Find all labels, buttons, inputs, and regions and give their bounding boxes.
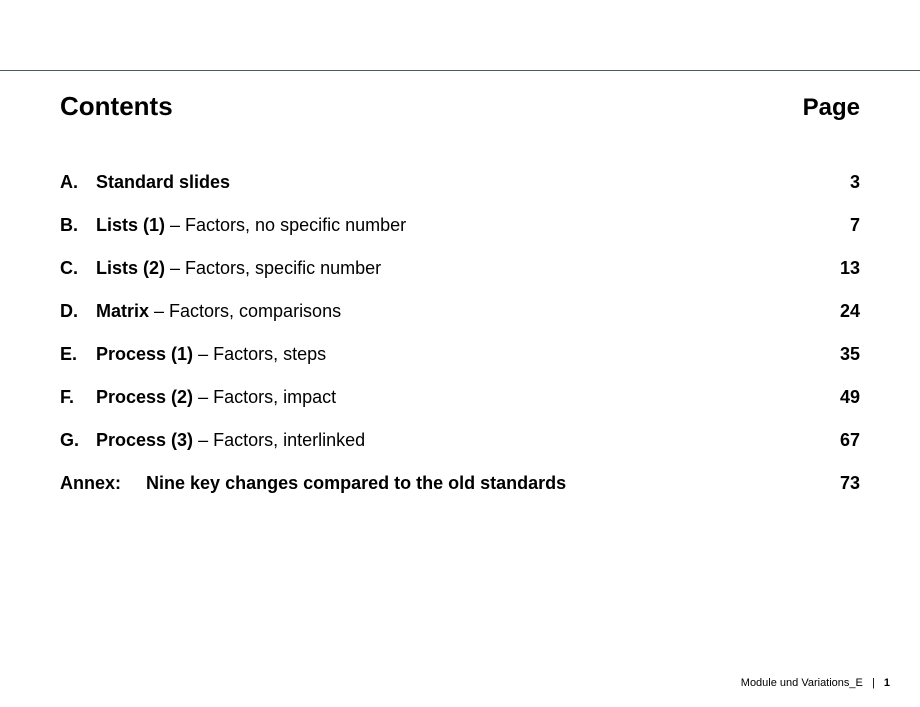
toc-page-number: 35 xyxy=(820,344,860,365)
footer-page-number: 1 xyxy=(884,677,890,689)
toc-row: G. Process (3) – Factors, interlinked 67 xyxy=(60,430,860,451)
toc-letter: D. xyxy=(60,301,96,322)
footer-separator: | xyxy=(872,677,875,689)
toc-subtitle: – Factors, impact xyxy=(193,387,336,407)
annex-row: Annex: Nine key changes compared to the … xyxy=(60,473,860,494)
toc-title: Process (1) xyxy=(96,344,193,364)
toc-subtitle: – Factors, no specific number xyxy=(165,215,406,235)
toc-title-wrap: Standard slides xyxy=(96,172,230,193)
toc-page-number: 67 xyxy=(820,430,860,451)
toc-row-left: C. Lists (2) – Factors, specific number xyxy=(60,258,381,279)
toc-title-wrap: Lists (1) – Factors, no specific number xyxy=(96,215,406,236)
toc-row: C. Lists (2) – Factors, specific number … xyxy=(60,258,860,279)
toc-letter: B. xyxy=(60,215,96,236)
toc-row-left: A. Standard slides xyxy=(60,172,230,193)
toc-row-left: E. Process (1) – Factors, steps xyxy=(60,344,326,365)
footer: Module und Variations_E | 1 xyxy=(741,677,890,689)
toc-title-wrap: Process (3) – Factors, interlinked xyxy=(96,430,365,451)
toc-title: Process (2) xyxy=(96,387,193,407)
toc-page-number: 24 xyxy=(820,301,860,322)
page-container: Contents Page A. Standard slides 3 B. Li… xyxy=(0,70,920,707)
toc-row-left: B. Lists (1) – Factors, no specific numb… xyxy=(60,215,406,236)
toc-page-number: 3 xyxy=(820,172,860,193)
toc-subtitle: – Factors, specific number xyxy=(165,258,381,278)
toc-title-wrap: Process (2) – Factors, impact xyxy=(96,387,336,408)
contents-title: Contents xyxy=(60,91,173,122)
annex-left: Annex: Nine key changes compared to the … xyxy=(60,473,566,494)
toc-title-wrap: Process (1) – Factors, steps xyxy=(96,344,326,365)
toc-title-wrap: Lists (2) – Factors, specific number xyxy=(96,258,381,279)
toc-page-number: 49 xyxy=(820,387,860,408)
toc-title: Process (3) xyxy=(96,430,193,450)
toc-title: Matrix xyxy=(96,301,149,321)
annex-page-number: 73 xyxy=(820,473,860,494)
toc-title: Standard slides xyxy=(96,172,230,192)
toc-letter: E. xyxy=(60,344,96,365)
toc-row: B. Lists (1) – Factors, no specific numb… xyxy=(60,215,860,236)
toc-letter: A. xyxy=(60,172,96,193)
toc-page-number: 13 xyxy=(820,258,860,279)
toc-title: Lists (1) xyxy=(96,215,165,235)
toc-row: E. Process (1) – Factors, steps 35 xyxy=(60,344,860,365)
toc-subtitle: – Factors, steps xyxy=(193,344,326,364)
toc-row: A. Standard slides 3 xyxy=(60,172,860,193)
annex-title: Nine key changes compared to the old sta… xyxy=(146,473,566,493)
toc-row-left: F. Process (2) – Factors, impact xyxy=(60,387,336,408)
footer-doc-name: Module und Variations_E xyxy=(741,677,863,689)
content-area: Contents Page A. Standard slides 3 B. Li… xyxy=(0,71,920,494)
toc-letter: F. xyxy=(60,387,96,408)
toc-subtitle: – Factors, comparisons xyxy=(149,301,341,321)
toc-row: F. Process (2) – Factors, impact 49 xyxy=(60,387,860,408)
toc-row-left: G. Process (3) – Factors, interlinked xyxy=(60,430,365,451)
toc-row: D. Matrix – Factors, comparisons 24 xyxy=(60,301,860,322)
toc-row-left: D. Matrix – Factors, comparisons xyxy=(60,301,341,322)
page-column-label: Page xyxy=(803,94,860,122)
toc-letter: C. xyxy=(60,258,96,279)
toc-page-number: 7 xyxy=(820,215,860,236)
annex-label: Annex: xyxy=(60,473,121,493)
toc-subtitle: – Factors, interlinked xyxy=(193,430,365,450)
toc-title-wrap: Matrix – Factors, comparisons xyxy=(96,301,341,322)
toc-list: A. Standard slides 3 B. Lists (1) – Fact… xyxy=(60,172,860,451)
toc-title: Lists (2) xyxy=(96,258,165,278)
header-row: Contents Page xyxy=(60,91,860,122)
toc-letter: G. xyxy=(60,430,96,451)
